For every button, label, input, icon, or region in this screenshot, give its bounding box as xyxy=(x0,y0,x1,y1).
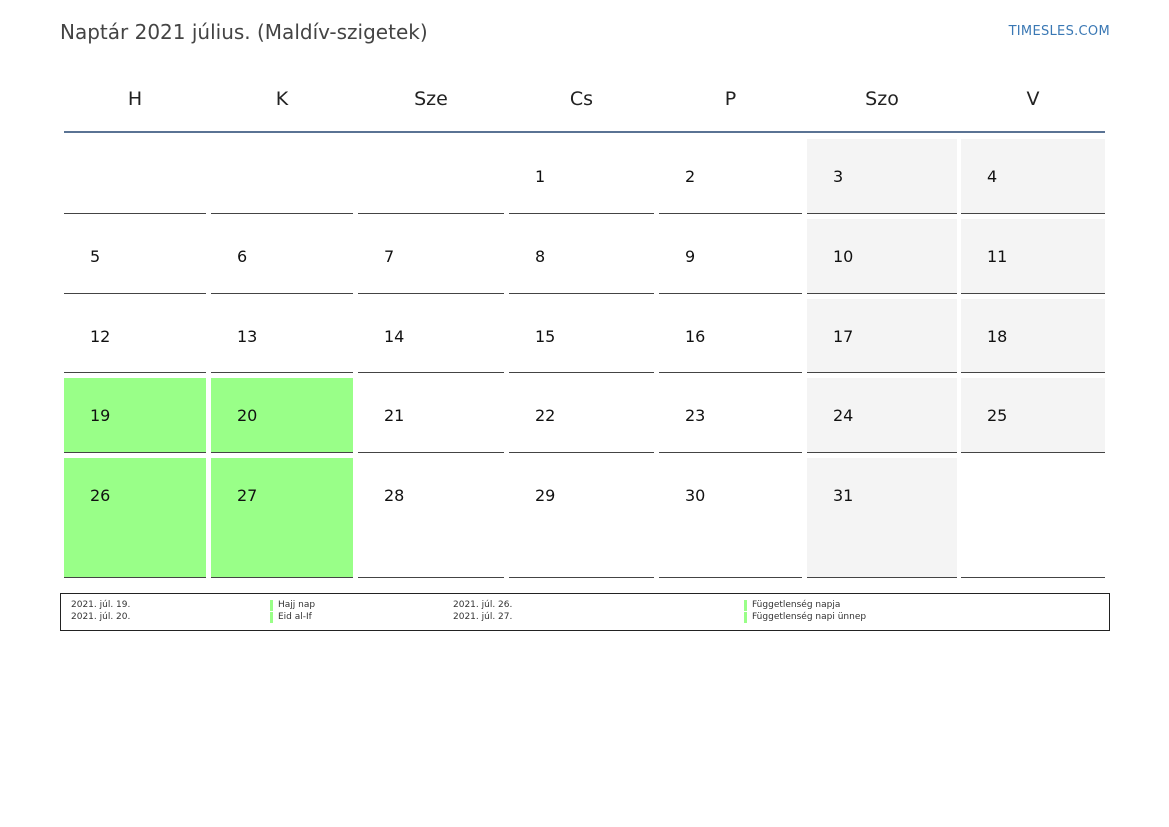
day-cell[interactable]: 17 xyxy=(807,299,957,373)
legend-date: 2021. júl. 19. xyxy=(71,600,131,610)
day-number: 20 xyxy=(237,406,258,425)
day-number: 1 xyxy=(535,167,546,186)
day-number: 7 xyxy=(384,247,395,266)
day-cell[interactable]: 13 xyxy=(211,299,353,373)
day-cell[interactable]: 21 xyxy=(358,378,504,453)
weekday-header: V xyxy=(1026,88,1040,110)
day-cell[interactable]: 9 xyxy=(659,219,802,294)
day-cell[interactable]: 15 xyxy=(509,299,654,373)
day-cell[interactable]: 12 xyxy=(64,299,206,373)
weekday-header: K xyxy=(275,88,289,110)
day-cell[interactable]: 1 xyxy=(509,139,654,214)
day-cell[interactable]: 19 xyxy=(64,378,206,453)
day-number: 16 xyxy=(685,327,706,346)
weekday-header: H xyxy=(127,88,143,110)
legend-date: 2021. júl. 20. xyxy=(71,612,131,622)
legend-holiday-name: Hajj nap xyxy=(270,600,315,611)
day-number: 22 xyxy=(535,406,556,425)
day-number: 8 xyxy=(535,247,546,266)
page-title: Naptár 2021 július. (Maldív-szigetek) xyxy=(60,20,428,44)
day-cell[interactable]: 22 xyxy=(509,378,654,453)
day-number: 29 xyxy=(535,486,556,505)
day-number: 4 xyxy=(987,167,998,186)
day-number: 24 xyxy=(833,406,854,425)
day-number: 27 xyxy=(237,486,258,505)
day-number: 14 xyxy=(384,327,405,346)
empty-day-cell xyxy=(211,139,353,214)
day-number: 23 xyxy=(685,406,706,425)
day-cell[interactable]: 24 xyxy=(807,378,957,453)
day-number: 31 xyxy=(833,486,854,505)
empty-day-cell xyxy=(358,139,504,214)
day-number: 3 xyxy=(833,167,844,186)
day-number: 9 xyxy=(685,247,696,266)
day-number: 2 xyxy=(685,167,696,186)
empty-day-cell xyxy=(961,458,1105,578)
day-cell[interactable]: 6 xyxy=(211,219,353,294)
day-number: 12 xyxy=(90,327,111,346)
day-number: 18 xyxy=(987,327,1008,346)
day-number: 30 xyxy=(685,486,706,505)
day-cell[interactable]: 11 xyxy=(961,219,1105,294)
day-cell[interactable]: 8 xyxy=(509,219,654,294)
weekday-header: Szo xyxy=(865,88,899,110)
day-cell[interactable]: 10 xyxy=(807,219,957,294)
day-cell[interactable]: 16 xyxy=(659,299,802,373)
day-number: 19 xyxy=(90,406,111,425)
day-cell[interactable]: 27 xyxy=(211,458,353,578)
day-cell[interactable]: 20 xyxy=(211,378,353,453)
weekday-header: P xyxy=(724,88,737,110)
day-cell[interactable]: 28 xyxy=(358,458,504,578)
day-number: 10 xyxy=(833,247,854,266)
day-cell[interactable]: 7 xyxy=(358,219,504,294)
day-cell[interactable]: 31 xyxy=(807,458,957,578)
day-number: 15 xyxy=(535,327,556,346)
weekday-header: Cs xyxy=(569,88,594,110)
day-number: 13 xyxy=(237,327,258,346)
day-cell[interactable]: 18 xyxy=(961,299,1105,373)
day-number: 11 xyxy=(987,247,1008,266)
holiday-legend: 2021. júl. 19. 2021. júl. 20. Hajj nap E… xyxy=(60,593,1110,631)
legend-holiday-name: Eid al-If xyxy=(270,612,312,623)
day-number: 17 xyxy=(833,327,854,346)
day-number: 25 xyxy=(987,406,1008,425)
day-cell[interactable]: 14 xyxy=(358,299,504,373)
brand-link[interactable]: TIMESLES.COM xyxy=(1008,24,1110,39)
day-number: 28 xyxy=(384,486,405,505)
day-cell[interactable]: 4 xyxy=(961,139,1105,214)
day-number: 6 xyxy=(237,247,248,266)
day-cell[interactable]: 23 xyxy=(659,378,802,453)
day-cell[interactable]: 30 xyxy=(659,458,802,578)
legend-holiday-name: Függetlenség napja xyxy=(744,600,840,611)
day-cell[interactable]: 5 xyxy=(64,219,206,294)
legend-holiday-name: Függetlenség napi ünnep xyxy=(744,612,866,623)
day-cell[interactable]: 29 xyxy=(509,458,654,578)
day-number: 26 xyxy=(90,486,111,505)
day-number: 21 xyxy=(384,406,405,425)
legend-date: 2021. júl. 27. xyxy=(453,612,513,622)
day-number: 5 xyxy=(90,247,101,266)
day-cell[interactable]: 3 xyxy=(807,139,957,214)
day-cell[interactable]: 2 xyxy=(659,139,802,214)
weekday-header: Sze xyxy=(414,88,448,110)
header-rule xyxy=(64,131,1105,133)
day-cell[interactable]: 26 xyxy=(64,458,206,578)
legend-date: 2021. júl. 26. xyxy=(453,600,513,610)
empty-day-cell xyxy=(64,139,206,214)
day-cell[interactable]: 25 xyxy=(961,378,1105,453)
